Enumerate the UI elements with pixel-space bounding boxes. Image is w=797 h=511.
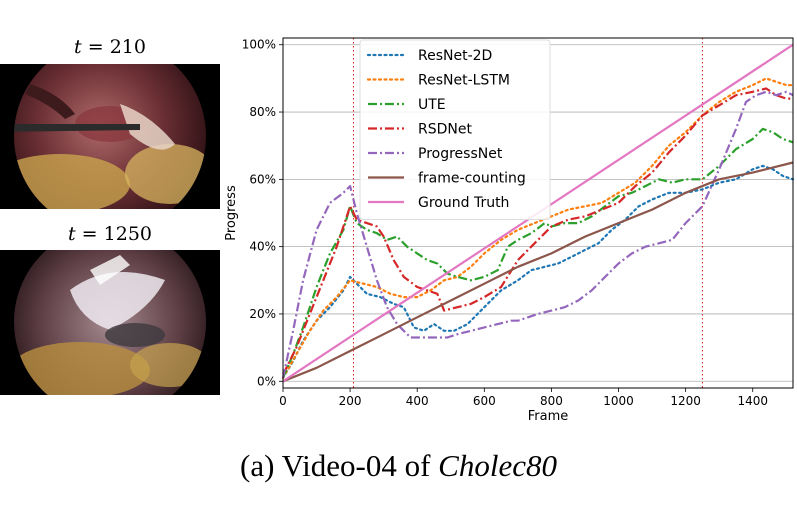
x-tick-label: 0: [279, 394, 287, 408]
frame-label-1250: t = 1250: [68, 223, 152, 245]
legend-entry: ProgressNet: [418, 146, 503, 162]
series-line-resnet-lstm: [281, 77, 795, 379]
x-tick-label: 1400: [737, 394, 768, 408]
x-tick-label: 1000: [603, 394, 634, 408]
frame-label-210: t = 210: [74, 36, 146, 58]
legend-entry: UTE: [418, 97, 446, 113]
legend-entry: ResNet-LSTM: [418, 73, 510, 89]
y-tick-label: 40%: [249, 240, 276, 254]
legend-entry: Ground Truth: [418, 195, 509, 211]
x-tick-label: 600: [473, 394, 496, 408]
y-tick-label: 100%: [242, 38, 276, 52]
figure-caption: (a) Video-04 of Cholec80: [240, 448, 557, 483]
legend-entry: frame-counting: [418, 171, 526, 187]
x-axis-label: Frame: [528, 409, 569, 424]
x-tick-label: 400: [406, 394, 429, 408]
x-tick-label: 1200: [670, 394, 701, 408]
progress-chart: 0% 20% 40% 60% 80% 100% 0 200 400 600 800 1000 1200 1…: [224, 37, 795, 424]
plot-frame: [282, 37, 794, 389]
series-line-progressnet: [281, 90, 794, 379]
series-line-frame-counting: [282, 161, 794, 383]
legend-entry: RSDNet: [418, 122, 472, 138]
frame-image-1250: [0, 250, 220, 395]
y-tick-label: 80%: [249, 105, 276, 119]
series-line-ute: [281, 127, 794, 379]
legend-entry: ResNet-2D: [418, 48, 492, 64]
y-tick-label: 20%: [249, 307, 276, 321]
y-axis-label: Progress: [224, 185, 239, 241]
chart-legend: ResNet-2D ResNet-LSTM UTE RSDNet ProgressNet…: [359, 39, 551, 220]
y-tick-label: 60%: [249, 172, 276, 186]
x-tick-label: 800: [540, 394, 563, 408]
y-tick-label: 0%: [257, 374, 276, 388]
legend-box: [359, 39, 551, 220]
frame-image-210: [0, 64, 220, 209]
x-tick-label: 200: [339, 394, 362, 408]
